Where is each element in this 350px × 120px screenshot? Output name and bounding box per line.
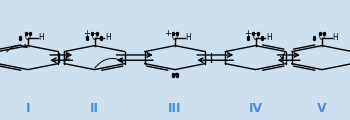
Text: O: O [172,33,178,42]
Text: H: H [266,33,272,42]
Text: H: H [186,33,191,42]
Text: II: II [90,102,99,114]
Text: H: H [38,33,44,42]
Text: V: V [317,102,327,114]
Text: I: I [26,102,30,114]
Text: +: + [244,29,251,38]
Text: O: O [253,33,258,42]
Text: O: O [92,33,97,42]
Text: H: H [105,33,111,42]
Text: +: + [164,29,171,38]
Text: O: O [25,33,31,42]
Text: III: III [168,102,182,114]
Text: IV: IV [248,102,262,114]
Text: O: O [319,33,325,42]
Text: H: H [332,33,338,42]
Text: +: + [83,29,90,38]
